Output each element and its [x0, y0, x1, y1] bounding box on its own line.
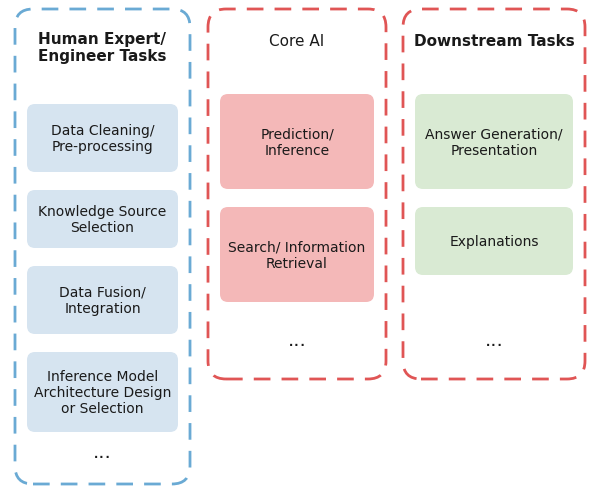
Text: ...: ...	[485, 330, 503, 349]
FancyBboxPatch shape	[415, 207, 573, 276]
FancyBboxPatch shape	[27, 352, 178, 432]
Text: Inference Model
Architecture Design
or Selection: Inference Model Architecture Design or S…	[34, 369, 171, 415]
Text: Search/ Information
Retrieval: Search/ Information Retrieval	[229, 240, 365, 270]
Text: Knowledge Source
Selection: Knowledge Source Selection	[38, 204, 167, 234]
Text: Data Fusion/
Integration: Data Fusion/ Integration	[59, 286, 146, 316]
FancyBboxPatch shape	[220, 95, 374, 189]
FancyBboxPatch shape	[27, 105, 178, 173]
Text: Prediction/
Inference: Prediction/ Inference	[260, 127, 334, 157]
Text: Data Cleaning/
Pre-processing: Data Cleaning/ Pre-processing	[51, 124, 154, 154]
Text: Human Expert/
Engineer Tasks: Human Expert/ Engineer Tasks	[38, 32, 167, 64]
FancyBboxPatch shape	[220, 207, 374, 303]
Text: ...: ...	[93, 442, 112, 461]
FancyBboxPatch shape	[27, 267, 178, 334]
Text: Downstream Tasks: Downstream Tasks	[413, 35, 574, 50]
Text: Explanations: Explanations	[449, 234, 539, 248]
FancyBboxPatch shape	[415, 95, 573, 189]
Text: Answer Generation/
Presentation: Answer Generation/ Presentation	[425, 127, 563, 157]
FancyBboxPatch shape	[27, 190, 178, 248]
Text: Core AI: Core AI	[269, 35, 325, 50]
Text: ...: ...	[287, 330, 307, 349]
